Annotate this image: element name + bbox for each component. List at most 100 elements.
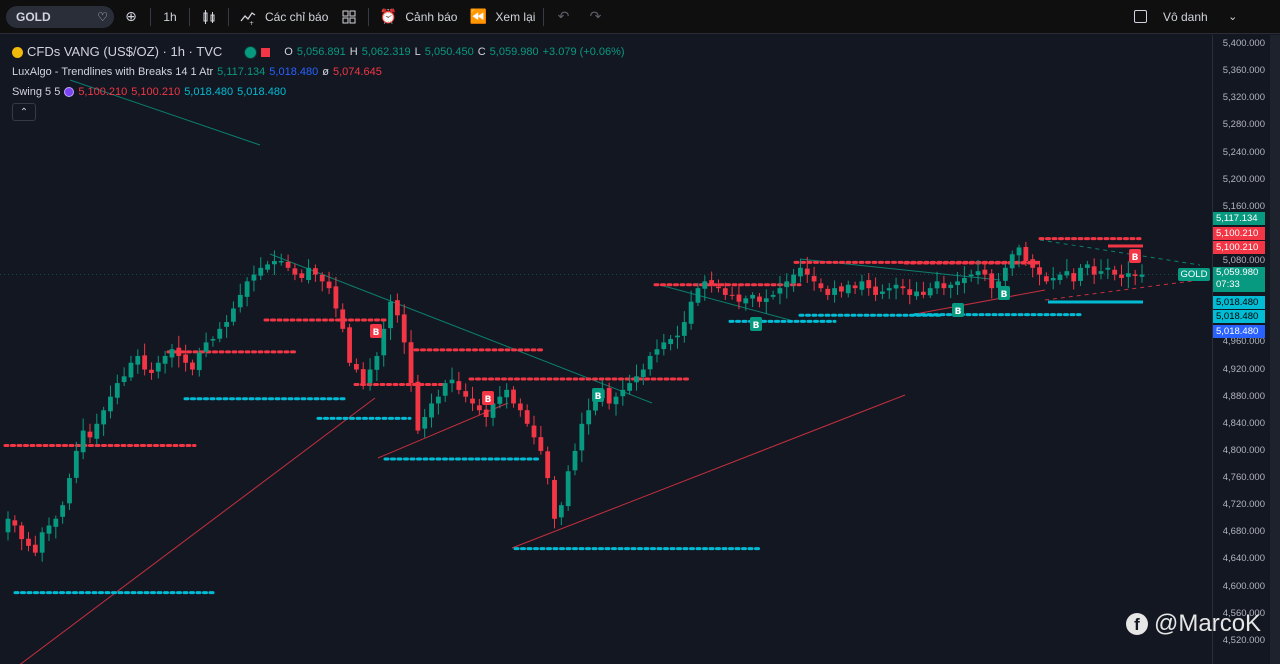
candle-body	[654, 349, 660, 355]
indicator-name[interactable]: Swing 5 5	[12, 86, 61, 98]
candle-body	[1139, 274, 1145, 277]
candle-body	[1057, 274, 1063, 280]
break-signal-badge	[370, 324, 382, 338]
open-label: O	[284, 46, 293, 58]
indicator-name[interactable]: LuxAlgo - Trendlines with Breaks 14 1 At…	[12, 66, 214, 78]
market-open-icon	[244, 45, 258, 59]
price-tick-label: 4,560.000	[1222, 607, 1265, 619]
indicators-icon[interactable]: +	[237, 6, 259, 28]
candle-body	[470, 398, 475, 404]
candle-body	[661, 342, 667, 350]
facebook-icon: f	[1126, 613, 1148, 635]
candle-body	[1084, 264, 1090, 268]
candle-body	[839, 286, 844, 292]
interval-button[interactable]: 1h	[163, 9, 177, 24]
price-axis[interactable]: 5,400.000 5,360.000 5,320.000 5,280.000 5,24…	[1212, 35, 1269, 664]
break-signal-badge	[482, 391, 494, 405]
replay-icon[interactable]: ⏪	[469, 8, 488, 24]
indicators-button[interactable]: Các chỉ báo	[265, 9, 329, 24]
legend-main-row: CFDs VANG (US$/OZ) · 1h · TVC O 5,056.891…	[12, 42, 625, 62]
candle-body	[716, 286, 721, 289]
candle-body	[258, 267, 264, 276]
candle-body	[121, 376, 127, 383]
candle-body	[108, 396, 113, 412]
candle-body	[278, 261, 284, 263]
candle-body	[251, 274, 257, 281]
collapse-legend-button[interactable]: ⌃	[12, 103, 36, 121]
indicator-value: 5,074.645	[332, 66, 382, 78]
open-value: 5,056.891	[296, 46, 346, 58]
candle-body	[914, 291, 919, 297]
indicator-value: 5,018.480	[237, 86, 287, 98]
flag-icon[interactable]	[261, 47, 271, 57]
price-tick-label: 5,160.000	[1222, 200, 1265, 212]
replay-button[interactable]: Xem lại	[495, 9, 536, 24]
redo-icon[interactable]: ↷	[589, 8, 602, 24]
legend-indicator-row[interactable]: Swing 5 5 5,100.210 5,100.210 5,018.480 …	[12, 82, 625, 102]
layout-name-button[interactable]: Vô danh	[1163, 9, 1208, 24]
candle-body	[565, 471, 571, 507]
legend-indicator-row[interactable]: LuxAlgo - Trendlines with Breaks 14 1 At…	[12, 62, 625, 82]
price-tick-label: 5,200.000	[1222, 173, 1265, 185]
candle-body	[777, 288, 783, 294]
undo-icon[interactable]: ↶	[557, 8, 570, 24]
break-signal-label: B	[373, 328, 380, 338]
candle-body	[210, 339, 216, 341]
break-signal-badge	[998, 286, 1010, 300]
gold-coin-icon	[12, 46, 23, 58]
compare-plus-icon[interactable]: ⊕	[125, 8, 137, 24]
candle-body	[811, 276, 817, 282]
candle-body	[702, 281, 708, 289]
candle-body	[743, 298, 749, 304]
candle-body	[763, 298, 769, 302]
legend-title[interactable]: CFDs VANG (US$/OZ) · 1h · TVC	[27, 44, 223, 59]
alerts-button[interactable]: Cảnh báo	[405, 9, 458, 24]
layouts-grid-icon[interactable]	[338, 6, 360, 28]
swing-low-tag: 5,018.480	[1213, 310, 1265, 323]
break-signal-badge	[952, 303, 964, 317]
price-tick-label: 4,640.000	[1222, 553, 1265, 565]
candle-body	[729, 294, 735, 296]
break-signal-badge	[1129, 249, 1141, 263]
high-label: H	[349, 46, 358, 58]
alarm-clock-icon[interactable]: ⏰	[379, 8, 398, 24]
candle-body	[285, 261, 291, 268]
candle-body	[668, 339, 674, 345]
candle-body	[60, 505, 66, 517]
candle-body	[183, 354, 189, 363]
candle-body	[627, 383, 633, 391]
candle-body	[722, 288, 728, 295]
candle-body	[798, 267, 803, 277]
candle-body	[695, 288, 701, 303]
toolbar-divider	[189, 7, 190, 26]
price-tick-label: 4,800.000	[1222, 444, 1265, 456]
lower-trendline-tag: 5,018.480	[1213, 325, 1265, 338]
candle-body	[19, 525, 25, 540]
high-value: 5,062.319	[361, 46, 411, 58]
candle-body	[476, 405, 482, 411]
layout-checkbox[interactable]	[1134, 10, 1147, 23]
heart-icon[interactable]: ♡	[97, 9, 108, 24]
candle-body	[825, 288, 831, 295]
candle-body	[265, 264, 270, 270]
symbol-search-button[interactable]: GOLD ♡	[6, 5, 114, 28]
candle-style-icon[interactable]	[198, 6, 220, 28]
candle-body	[388, 301, 393, 329]
candle-body	[709, 280, 715, 285]
price-tick-label: 5,320.000	[1222, 92, 1265, 104]
candle-body	[579, 423, 585, 451]
candle-body	[558, 505, 564, 518]
candle-body	[429, 403, 434, 418]
candle-body	[394, 300, 400, 316]
price-chart[interactable]: B B B B B B B	[0, 35, 1212, 664]
candle-body	[750, 294, 756, 299]
candle-body	[1091, 266, 1097, 275]
candle-body	[1037, 267, 1042, 275]
candle-body	[982, 269, 988, 275]
candle-body	[955, 281, 960, 286]
trendline	[269, 253, 653, 404]
candle-body	[880, 291, 885, 294]
candle-body	[552, 479, 557, 519]
chevron-down-icon[interactable]: ⌄	[1228, 11, 1238, 23]
price-tick-label: 4,760.000	[1222, 472, 1265, 484]
